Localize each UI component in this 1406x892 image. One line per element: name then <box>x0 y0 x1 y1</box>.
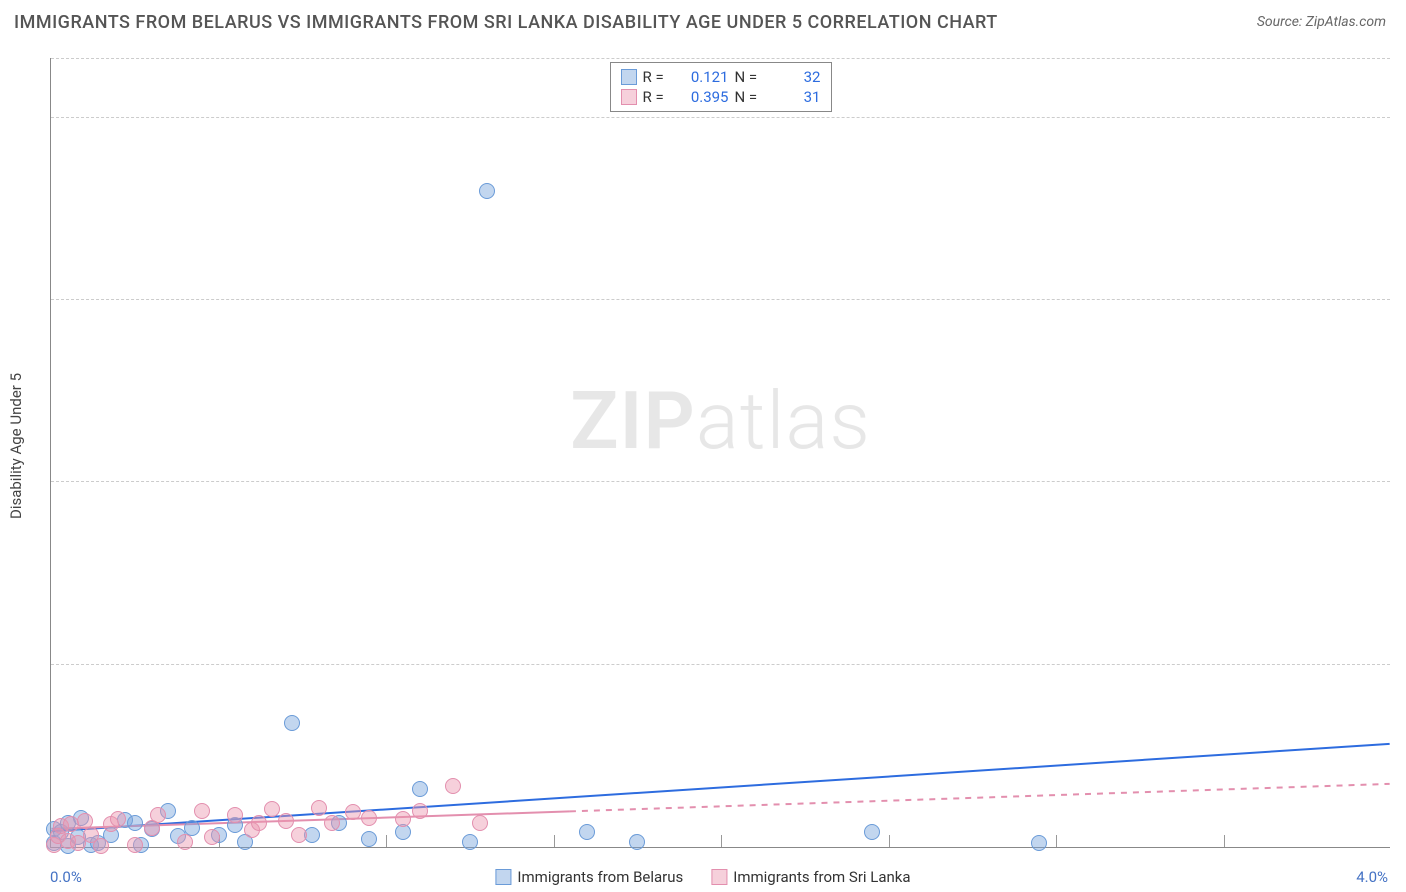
trend-lines-layer <box>51 58 1390 847</box>
gridline <box>51 481 1390 482</box>
legend-label: Immigrants from Sri Lanka <box>733 868 910 886</box>
data-point-srilanka <box>311 800 327 816</box>
data-point-srilanka <box>204 829 220 845</box>
x-tick <box>889 835 890 847</box>
data-point-srilanka <box>345 804 361 820</box>
data-point-srilanka <box>110 811 126 827</box>
y-tick-label: 30.0% <box>1400 473 1406 491</box>
source-label: Source: <box>1257 14 1306 30</box>
y-tick-label: 60.0% <box>1400 109 1406 127</box>
source-attribution: Source: ZipAtlas.com <box>1257 14 1386 30</box>
data-point-belarus <box>127 815 143 831</box>
data-point-belarus <box>1031 835 1047 851</box>
data-point-srilanka <box>291 827 307 843</box>
x-tick <box>721 835 722 847</box>
plot-area: ZIPatlas R =0.121N =32R =0.395N =31 15.0… <box>50 58 1390 848</box>
legend-item-srilanka: Immigrants from Sri Lanka <box>711 868 910 886</box>
gridline <box>51 117 1390 118</box>
chart-container: IMMIGRANTS FROM BELARUS VS IMMIGRANTS FR… <box>0 0 1406 892</box>
data-point-srilanka <box>395 811 411 827</box>
data-point-belarus <box>184 820 200 836</box>
swatch-belarus <box>495 869 511 885</box>
chart-title: IMMIGRANTS FROM BELARUS VS IMMIGRANTS FR… <box>14 12 998 33</box>
y-tick-label: 15.0% <box>1400 656 1406 674</box>
data-point-belarus <box>864 824 880 840</box>
data-point-srilanka <box>194 803 210 819</box>
data-point-belarus <box>412 781 428 797</box>
y-axis-label: Disability Age Under 5 <box>7 373 25 519</box>
x-tick <box>554 835 555 847</box>
data-point-srilanka <box>177 834 193 850</box>
data-point-srilanka <box>412 803 428 819</box>
gridline <box>51 299 1390 300</box>
legend-label: Immigrants from Belarus <box>517 868 683 886</box>
data-point-srilanka <box>93 838 109 854</box>
trend-line-srilanka-dashed <box>570 784 1390 812</box>
data-point-srilanka <box>361 810 377 826</box>
data-point-srilanka <box>227 807 243 823</box>
data-point-belarus <box>579 824 595 840</box>
data-point-srilanka <box>278 813 294 829</box>
x-axis-min-label: 0.0% <box>50 868 82 886</box>
data-point-srilanka <box>251 815 267 831</box>
source-name: ZipAtlas.com <box>1306 14 1386 30</box>
data-point-belarus <box>361 831 377 847</box>
legend-item-belarus: Immigrants from Belarus <box>495 868 683 886</box>
data-point-belarus <box>479 183 495 199</box>
gridline <box>51 58 1390 59</box>
gridline <box>51 664 1390 665</box>
data-point-srilanka <box>445 778 461 794</box>
data-point-srilanka <box>150 807 166 823</box>
x-axis-max-label: 4.0% <box>1356 868 1388 886</box>
data-point-srilanka <box>324 815 340 831</box>
data-point-srilanka <box>472 815 488 831</box>
data-point-belarus <box>462 834 478 850</box>
x-tick <box>1056 835 1057 847</box>
data-point-srilanka <box>127 837 143 853</box>
x-tick <box>1224 835 1225 847</box>
y-tick-label: 45.0% <box>1400 291 1406 309</box>
x-tick <box>386 835 387 847</box>
swatch-srilanka <box>711 869 727 885</box>
data-point-belarus <box>629 834 645 850</box>
data-point-belarus <box>284 715 300 731</box>
series-legend: Immigrants from Belarus Immigrants from S… <box>495 868 910 886</box>
data-point-srilanka <box>264 801 280 817</box>
